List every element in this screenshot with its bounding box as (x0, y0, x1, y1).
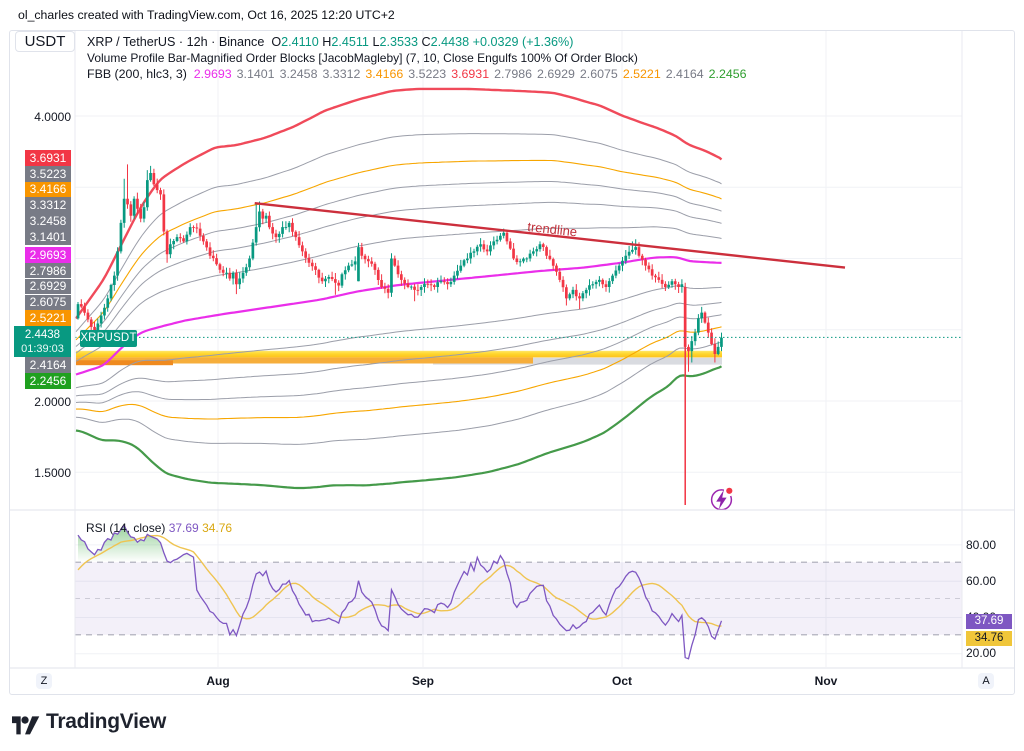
svg-text:trendline: trendline (527, 219, 578, 239)
